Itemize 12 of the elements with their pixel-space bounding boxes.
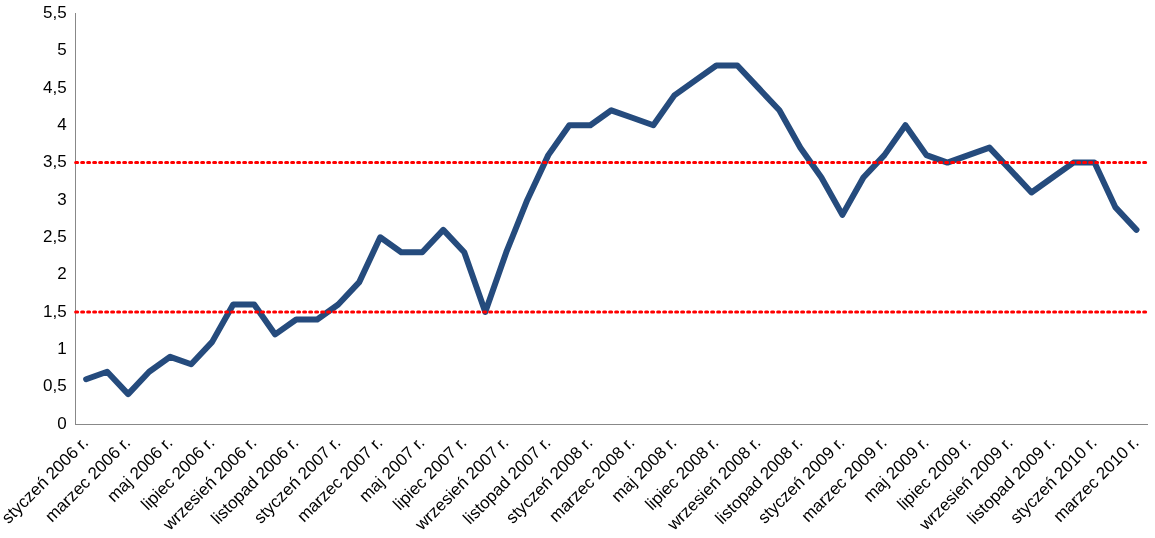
y-tick-label: 2,5 [42,226,67,246]
y-tick-label: 2 [57,264,67,284]
y-tick-label: 1,5 [42,301,67,321]
y-tick-label: 1 [57,339,67,359]
y-tick-label: 0,5 [42,376,67,396]
y-tick-label: 3 [57,189,67,209]
y-tick-label: 4 [57,114,67,134]
y-tick-label: 5 [57,40,67,60]
y-tick-label: 3,5 [42,152,67,172]
y-tick-label: 4,5 [42,77,67,97]
y-tick-label: 0 [57,413,67,433]
y-tick-label: 5,5 [42,2,67,22]
